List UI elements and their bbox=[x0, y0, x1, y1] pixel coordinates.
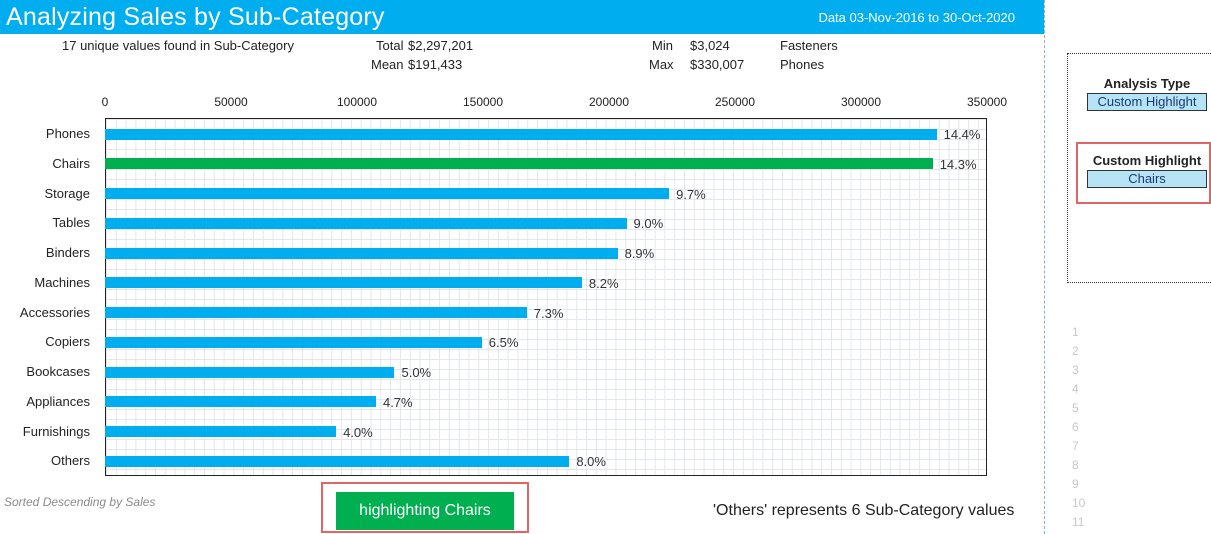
percent-label: 9.0% bbox=[633, 216, 664, 232]
x-tick-label: 300000 bbox=[840, 95, 882, 109]
highlight-button[interactable]: highlighting Chairs bbox=[336, 492, 514, 530]
percent-label: 14.4% bbox=[943, 127, 981, 142]
sort-note: Sorted Descending by Sales bbox=[4, 495, 156, 509]
category-label: Furnishings bbox=[22, 423, 90, 439]
bar-accessories bbox=[105, 307, 527, 318]
category-label: Machines bbox=[34, 274, 90, 290]
row-number: 3 bbox=[1072, 363, 1079, 377]
x-tick-label: 200000 bbox=[588, 95, 630, 109]
highlight-button-callout bbox=[321, 482, 529, 533]
percent-label: 8.9% bbox=[624, 246, 655, 261]
bar-machines bbox=[105, 277, 582, 289]
bar-chairs bbox=[105, 158, 933, 170]
x-tick-label: 250000 bbox=[714, 95, 756, 109]
category-label: Binders bbox=[45, 245, 90, 260]
row-number: 6 bbox=[1072, 420, 1079, 434]
x-tick-label: 350000 bbox=[966, 95, 1008, 109]
mean-value: $191,433 bbox=[408, 57, 463, 72]
row-number: 2 bbox=[1072, 344, 1079, 358]
bar-storage bbox=[105, 188, 670, 199]
min-value: $3,024 bbox=[690, 38, 730, 53]
custom-highlight-callout bbox=[1076, 142, 1211, 204]
bar-binders bbox=[105, 247, 618, 259]
category-label: Copiers bbox=[45, 334, 90, 350]
total-value: $2,297,201 bbox=[408, 38, 474, 53]
row-number: 1 bbox=[1072, 325, 1079, 339]
category-label: Bookcases bbox=[26, 364, 90, 379]
category-label: Tables bbox=[52, 215, 90, 231]
category-label: Storage bbox=[44, 185, 90, 201]
x-tick-label: 150000 bbox=[462, 95, 504, 109]
row-number: 11 bbox=[1072, 515, 1085, 529]
min-category: Fasteners bbox=[780, 38, 838, 53]
x-tick-label: 0 bbox=[101, 95, 109, 109]
percent-label: 5.0% bbox=[401, 365, 432, 380]
bar-copiers bbox=[105, 336, 482, 348]
percent-label: 9.7% bbox=[676, 186, 706, 202]
bar-phones bbox=[105, 128, 937, 140]
bar-bookcases bbox=[105, 366, 395, 378]
custom-highlight-label: Custom Highlight bbox=[1092, 153, 1202, 168]
unique-values-text: 17 unique values found in Sub-Category bbox=[62, 38, 294, 53]
row-number: 4 bbox=[1072, 382, 1079, 396]
percent-label: 4.7% bbox=[382, 394, 413, 410]
category-label: Accessories bbox=[19, 304, 90, 320]
x-tick-label: 50000 bbox=[214, 95, 248, 109]
mean-label: Mean bbox=[371, 57, 404, 72]
others-note: 'Others' represents 6 Sub-Category value… bbox=[713, 502, 1015, 519]
min-label: Min bbox=[652, 38, 673, 53]
percent-label: 8.2% bbox=[588, 275, 619, 291]
category-label: Chairs bbox=[52, 155, 90, 171]
row-number: 10 bbox=[1072, 496, 1086, 510]
percent-label: 7.3% bbox=[533, 305, 564, 321]
x-tick-label: 100000 bbox=[336, 95, 378, 109]
percent-label: 14.3% bbox=[939, 156, 977, 172]
category-label: Others bbox=[50, 453, 90, 469]
max-value: $330,007 bbox=[690, 57, 745, 72]
row-number: 9 bbox=[1072, 477, 1079, 491]
analysis-type-field[interactable]: Custom Highlight bbox=[1087, 93, 1207, 111]
percent-label: 6.5% bbox=[488, 335, 519, 351]
title-bar: Analyzing Sales by Sub-Category Data 03-… bbox=[0, 0, 1044, 34]
row-number: 7 bbox=[1072, 439, 1079, 453]
percent-label: 8.0% bbox=[576, 454, 606, 470]
row-number: 5 bbox=[1072, 401, 1079, 415]
analysis-control-panel bbox=[1067, 53, 1211, 283]
bar-others bbox=[105, 455, 570, 467]
bar-furnishings bbox=[105, 426, 337, 437]
category-label: Phones bbox=[45, 126, 90, 141]
analysis-type-label: Analysis Type bbox=[1103, 76, 1191, 91]
percent-label: 4.0% bbox=[343, 424, 373, 440]
bar-tables bbox=[105, 217, 627, 229]
max-category: Phones bbox=[780, 57, 825, 72]
total-label: Total bbox=[376, 38, 404, 53]
date-range: Data 03-Nov-2016 to 30-Oct-2020 bbox=[818, 10, 1015, 25]
custom-highlight-field[interactable]: Chairs bbox=[1087, 170, 1207, 188]
plot-area bbox=[105, 118, 987, 476]
column-divider bbox=[1044, 0, 1045, 534]
bar-appliances bbox=[105, 396, 376, 408]
category-label: Appliances bbox=[26, 393, 90, 409]
page-title: Analyzing Sales by Sub-Category bbox=[6, 3, 385, 31]
max-label: Max bbox=[649, 57, 674, 72]
row-number: 8 bbox=[1072, 458, 1079, 472]
